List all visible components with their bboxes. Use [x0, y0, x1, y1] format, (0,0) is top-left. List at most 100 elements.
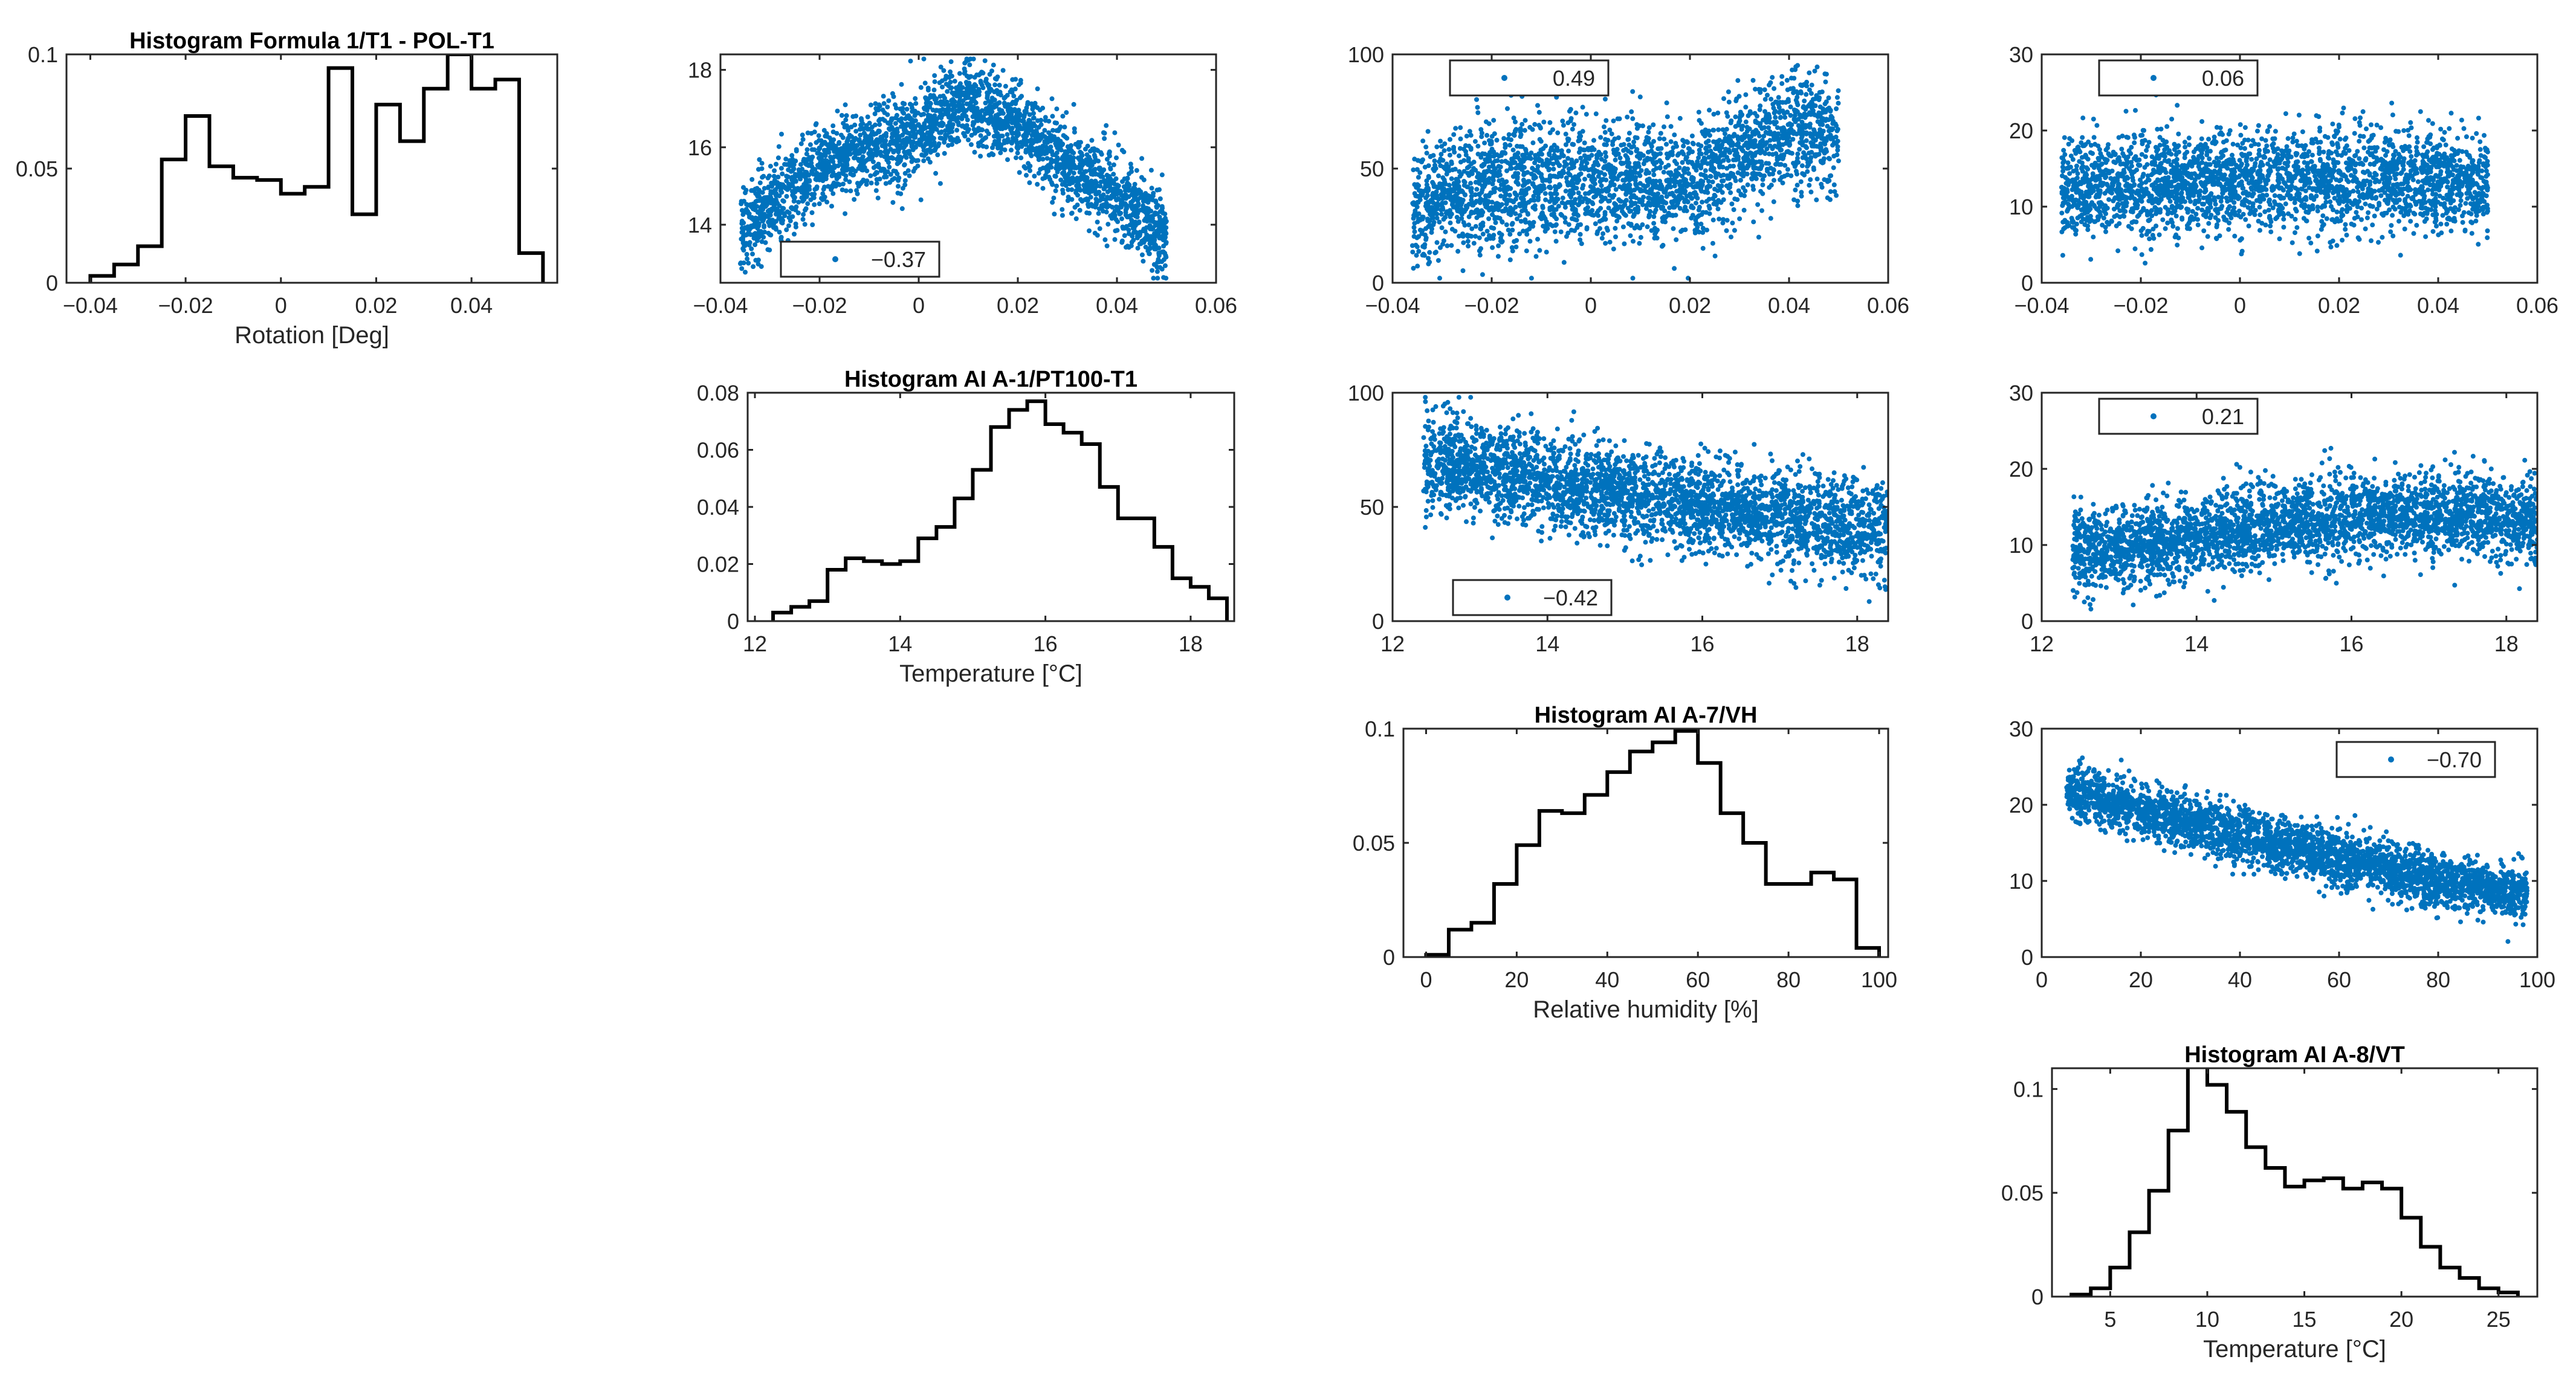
x-tick-label: −0.04 — [2014, 293, 2069, 318]
legend-box — [2335, 741, 2496, 778]
x-tick-label: 0.02 — [997, 293, 1039, 318]
x-tick-label: 0.04 — [450, 293, 493, 318]
x-tick-label: 14 — [1535, 631, 1559, 656]
y-tick-label: 0 — [1372, 609, 1384, 634]
x-axis-label: Relative humidity [%] — [1533, 996, 1758, 1023]
y-tick-label: 0 — [1383, 945, 1395, 970]
x-tick-label: 18 — [1845, 631, 1869, 656]
x-tick-label: 15 — [2293, 1307, 2317, 1332]
plot-marks — [738, 56, 1169, 281]
chart-title: Histogram Formula 1/T1 - POL-T1 — [129, 28, 494, 54]
y-tick-label: 0.05 — [2001, 1181, 2044, 1205]
x-tick-label: 12 — [743, 631, 767, 656]
legend-label: 0.21 — [2202, 404, 2244, 429]
y-tick-label: 0 — [2021, 945, 2033, 970]
y-tick-label: 0.02 — [697, 552, 739, 577]
scatter-points — [2070, 445, 2537, 612]
histogram-panel-h1: −0.04 −0.02 0 0.02 0.04 0 0.05 0.1 Histogram For… — [16, 28, 558, 349]
y-tick-label: 0 — [2031, 1285, 2044, 1309]
x-axis-label: Rotation [Deg] — [235, 322, 389, 349]
x-tick-label: −0.02 — [158, 293, 213, 318]
legend-marker — [2150, 75, 2157, 81]
legend-marker — [2388, 756, 2394, 763]
y-tick-label: 0.1 — [2013, 1077, 2044, 1101]
axes-frame — [719, 53, 1217, 284]
histogram-outline — [2070, 1068, 2520, 1297]
y-tick-label: 0 — [1372, 271, 1384, 295]
plot-marks — [1409, 63, 1841, 281]
histogram-outline — [1424, 729, 1882, 957]
x-tick-label: 14 — [888, 631, 912, 656]
plot-marks — [2070, 1068, 2520, 1297]
y-tick-label: 18 — [688, 58, 712, 83]
x-tick-label: 18 — [1179, 631, 1203, 656]
scatter-panel-s24: 12 14 16 18 0 10 20 30 0.21 — [2009, 381, 2539, 656]
legend-box — [1452, 579, 1613, 616]
histogram-panel-h3: 0 20 40 60 80 100 0 0.05 0.1 Histogram AI A-7/VH R… — [1353, 703, 1897, 1023]
x-tick-label: 40 — [1595, 967, 1619, 992]
y-tick-label: 30 — [2009, 42, 2033, 67]
x-tick-label: −0.04 — [1365, 293, 1420, 318]
scatter-points — [738, 56, 1169, 281]
y-tick-label: 14 — [688, 213, 712, 237]
scatter-panel-s23: 12 14 16 18 0 50 100 −0.42 — [1348, 381, 1889, 656]
x-tick-label: 0 — [1420, 967, 1432, 992]
legend-label: 0.49 — [1553, 66, 1595, 91]
chart-title: Histogram AI A-8/VT — [2184, 1042, 2405, 1068]
x-tick-label: 60 — [1686, 967, 1710, 992]
plot-area — [1403, 729, 1888, 957]
x-tick-label: 80 — [1776, 967, 1801, 992]
scatter-panel-s13: −0.04 −0.02 0 0.02 0.04 0.06 0 50 100 0.49 — [1348, 42, 1909, 318]
axes-frame — [2040, 392, 2539, 622]
scatter-panel-s14: −0.04 −0.02 0 0.02 0.04 0.06 0 10 20 30 0.06 — [2009, 42, 2558, 318]
legend-box — [1449, 59, 1610, 97]
x-tick-label: 0.04 — [1768, 293, 1810, 318]
y-tick-label: 16 — [688, 135, 712, 160]
scatter-points — [1421, 395, 1888, 604]
y-tick-label: 0.1 — [1365, 717, 1395, 741]
y-tick-label: 10 — [2009, 869, 2033, 894]
legend: 0.49 — [1449, 59, 1610, 97]
y-tick-label: 50 — [1360, 495, 1384, 520]
legend-box — [2098, 398, 2259, 435]
x-tick-label: 20 — [2129, 967, 2153, 992]
x-tick-label: 100 — [1861, 967, 1897, 992]
plot-marks — [2059, 88, 2490, 266]
axes-frame — [2040, 727, 2539, 958]
x-tick-label: 25 — [2487, 1307, 2511, 1332]
y-tick-label: 20 — [2009, 457, 2033, 482]
plot-marks — [2070, 445, 2537, 612]
legend-box — [2098, 59, 2259, 97]
plot-marks — [2064, 755, 2530, 944]
x-tick-label: 0.06 — [1867, 293, 1909, 318]
y-tick-label: 30 — [2009, 717, 2033, 741]
legend-marker — [2150, 413, 2157, 419]
y-tick-label: 0.1 — [28, 42, 58, 67]
x-tick-label: 80 — [2426, 967, 2450, 992]
x-tick-label: 0 — [913, 293, 925, 318]
legend-label: −0.37 — [871, 247, 926, 272]
legend-marker — [1504, 595, 1510, 601]
x-tick-label: −0.04 — [63, 293, 118, 318]
y-tick-label: 100 — [1348, 381, 1384, 405]
x-tick-label: 40 — [2228, 967, 2252, 992]
x-tick-label: 14 — [2184, 631, 2209, 656]
y-tick-label: 0.05 — [1353, 831, 1395, 856]
legend: −0.70 — [2335, 741, 2496, 778]
legend: 0.21 — [2098, 398, 2259, 435]
x-tick-label: 0 — [2036, 967, 2048, 992]
y-tick-label: 0 — [727, 609, 739, 634]
legend-label: 0.06 — [2202, 66, 2244, 91]
x-tick-label: 0 — [2234, 293, 2246, 318]
legend-marker — [1501, 75, 1507, 81]
y-tick-label: 0.04 — [697, 495, 739, 520]
x-axis-label: Temperature [°C] — [2203, 1336, 2386, 1362]
y-tick-label: 10 — [2009, 195, 2033, 219]
x-tick-label: 0.04 — [2417, 293, 2459, 318]
x-tick-label: 16 — [1690, 631, 1714, 656]
legend-box — [780, 240, 940, 278]
chart-title: Histogram AI A-1/PT100-T1 — [844, 367, 1138, 392]
histogram-panel-h4: 5 10 15 20 25 0 0.05 0.1 Histogram AI A-8/VT Temp… — [2001, 1042, 2539, 1362]
scatter-panel-s12: −0.04 −0.02 0 0.02 0.04 0.06 14 16 18 −0.37 — [688, 53, 1237, 318]
x-tick-label: 60 — [2327, 967, 2351, 992]
